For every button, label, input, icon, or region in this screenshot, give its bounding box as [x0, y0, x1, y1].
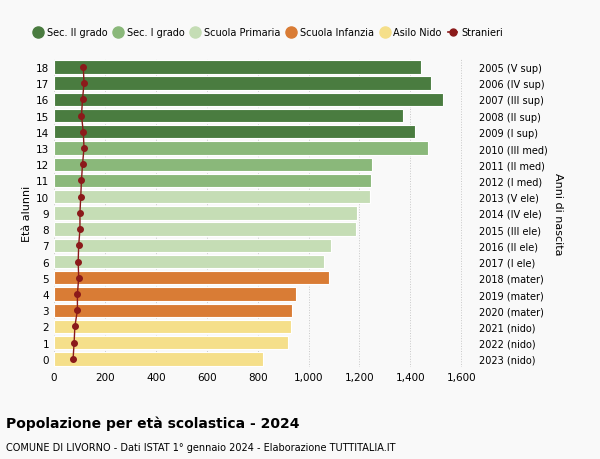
Bar [54, 353, 263, 366]
Bar [54, 77, 431, 90]
Bar [54, 272, 329, 285]
Bar [54, 190, 370, 204]
Bar [54, 126, 415, 139]
Bar [54, 142, 428, 155]
Bar [54, 158, 372, 172]
Bar [54, 239, 331, 252]
Bar [54, 110, 403, 123]
Text: COMUNE DI LIVORNO - Dati ISTAT 1° gennaio 2024 - Elaborazione TUTTITALIA.IT: COMUNE DI LIVORNO - Dati ISTAT 1° gennai… [6, 442, 395, 452]
Bar [54, 61, 421, 74]
Bar [54, 288, 296, 301]
Bar [54, 336, 288, 350]
Bar [54, 320, 291, 333]
Bar [54, 304, 292, 317]
Bar [54, 94, 443, 107]
Bar [54, 207, 357, 220]
Text: Popolazione per età scolastica - 2024: Popolazione per età scolastica - 2024 [6, 415, 299, 430]
Bar [54, 174, 371, 188]
Bar [54, 223, 356, 236]
Bar [54, 255, 324, 269]
Y-axis label: Anni di nascita: Anni di nascita [553, 172, 563, 255]
Y-axis label: Età alunni: Età alunni [22, 185, 32, 241]
Legend: Sec. II grado, Sec. I grado, Scuola Primaria, Scuola Infanzia, Asilo Nido, Stran: Sec. II grado, Sec. I grado, Scuola Prim… [29, 24, 507, 42]
